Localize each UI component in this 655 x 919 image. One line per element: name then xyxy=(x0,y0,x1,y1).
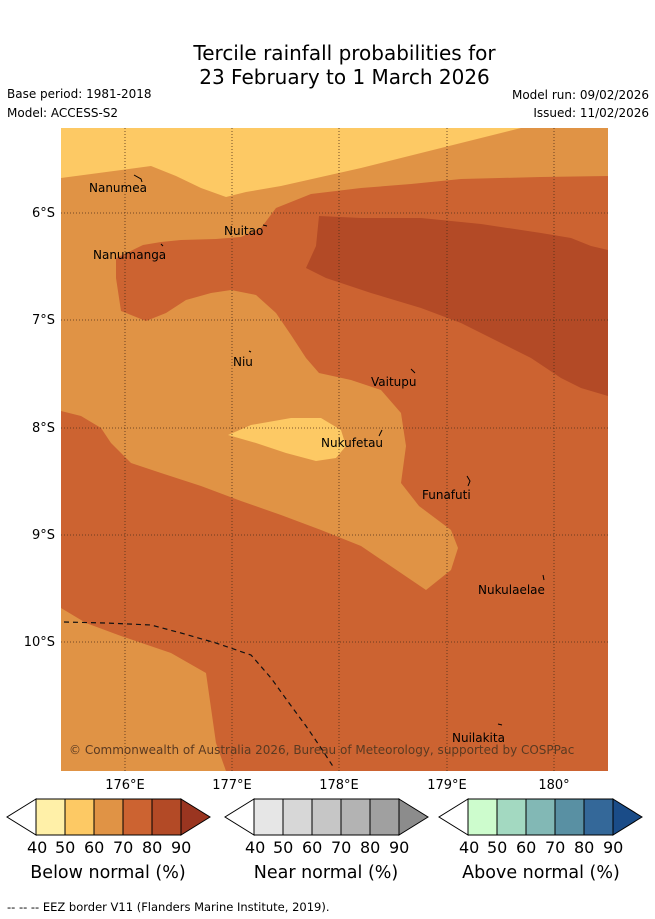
eez-footnote: -- -- -- EEZ border V11 (Flanders Marine… xyxy=(7,900,330,914)
nuilakita-island-shape xyxy=(497,723,503,726)
copyright-notice: © Commonwealth of Australia 2026, Bureau… xyxy=(69,743,575,757)
cb-near-tick-80: 80 xyxy=(360,838,381,857)
lat-label-8s: 8°S xyxy=(31,421,55,436)
colorbar-below-normal xyxy=(6,798,211,836)
island-label-nuilakita: Nuilakita xyxy=(452,731,505,745)
cb-near-seg-0 xyxy=(224,798,255,836)
base-period-label: Base period: 1981-2018 xyxy=(7,87,152,101)
lon-label-178e: 178°E xyxy=(319,778,359,793)
cb-below-tick-40: 40 xyxy=(27,838,48,857)
island-label-vaitupu: Vaitupu xyxy=(371,375,417,389)
region-80-90 xyxy=(306,216,608,396)
cb-above-seg-5 xyxy=(583,798,614,836)
cb-near-seg-1 xyxy=(253,798,284,836)
island-label-nanumanga: Nanumanga xyxy=(93,248,167,262)
lat-label-6s: 6°S xyxy=(31,206,55,221)
cb-above-seg-3 xyxy=(525,798,556,836)
nukufetau-island-shape xyxy=(378,429,383,437)
nukulaelae-island-shape xyxy=(542,574,545,581)
cb-near-tick-90: 90 xyxy=(389,838,410,857)
cb-near-tick-60: 60 xyxy=(302,838,323,857)
island-label-nukulaelae: Nukulaelae xyxy=(478,583,545,597)
cb-below-seg-4 xyxy=(122,798,153,836)
lon-label-177e: 177°E xyxy=(212,778,252,793)
issued-label: Issued: 11/02/2026 xyxy=(533,106,649,120)
cb-above-seg-2 xyxy=(496,798,527,836)
cb-below-tick-50: 50 xyxy=(55,838,76,857)
niu-island-shape xyxy=(248,350,252,353)
lat-label-10s: 10°S xyxy=(23,635,55,650)
cb-above-seg-1 xyxy=(467,798,498,836)
lat-gridlines xyxy=(61,212,608,643)
cb-below-seg-1 xyxy=(35,798,66,836)
model-run-label: Model run: 09/02/2026 xyxy=(511,88,649,102)
nanumanga-island-shape xyxy=(160,243,164,247)
island-label-nuitao: Nuitao xyxy=(224,224,264,238)
cb-near-seg-5 xyxy=(369,798,400,836)
lat-label-7s: 7°S xyxy=(31,313,55,328)
cb-below-tick-70: 70 xyxy=(113,838,134,857)
model-label: Model: ACCESS-S2 xyxy=(7,106,119,120)
island-label-niu: Niu xyxy=(233,355,253,369)
eez-border-line xyxy=(63,621,335,769)
map-title-line1: Tercile rainfall probabilities for xyxy=(193,41,496,65)
region-50-60-central xyxy=(228,418,346,461)
funafuti-island-shape xyxy=(466,475,471,487)
cb-above-tick-40: 40 xyxy=(459,838,480,857)
lon-gridlines xyxy=(124,128,555,771)
cb-near-seg-3 xyxy=(311,798,342,836)
cb-near-title: Near normal (%) xyxy=(253,863,399,883)
nuitao-island-shape xyxy=(262,224,268,227)
region-50-60-north xyxy=(61,128,521,197)
cb-near-seg-4 xyxy=(340,798,371,836)
cb-below-title: Below normal (%) xyxy=(30,863,186,883)
cb-above-seg-6 xyxy=(612,798,643,836)
cb-near-seg-6 xyxy=(398,798,429,836)
cb-above-tick-60: 60 xyxy=(516,838,537,857)
lon-label-176e: 176°E xyxy=(105,778,145,793)
cb-near-tick-50: 50 xyxy=(273,838,294,857)
rainfall-probability-map xyxy=(61,128,608,771)
cb-above-tick-70: 70 xyxy=(545,838,566,857)
cb-below-tick-60: 60 xyxy=(84,838,105,857)
cb-below-tick-80: 80 xyxy=(142,838,163,857)
island-label-nanumea: Nanumea xyxy=(89,181,147,195)
cb-below-seg-0 xyxy=(6,798,37,836)
cb-below-tick-90: 90 xyxy=(171,838,192,857)
cb-below-seg-2 xyxy=(64,798,95,836)
cb-above-title: Above normal (%) xyxy=(462,863,620,883)
cb-below-seg-5 xyxy=(151,798,182,836)
cb-near-tick-40: 40 xyxy=(245,838,266,857)
cb-above-seg-0 xyxy=(438,798,469,836)
colorbar-near-normal xyxy=(224,798,429,836)
lat-label-9s: 9°S xyxy=(31,528,55,543)
cb-below-seg-6 xyxy=(180,798,211,836)
vaitupu-island-shape xyxy=(410,368,416,374)
cb-above-seg-4 xyxy=(554,798,585,836)
island-label-funafuti: Funafuti xyxy=(422,488,471,502)
cb-near-tick-70: 70 xyxy=(331,838,352,857)
nanumea-island-shape xyxy=(133,174,143,183)
cb-below-seg-3 xyxy=(93,798,124,836)
lon-label-180: 180° xyxy=(538,778,570,793)
cb-above-tick-90: 90 xyxy=(603,838,624,857)
map-title-line2: 23 February to 1 March 2026 xyxy=(199,65,490,89)
cb-above-tick-50: 50 xyxy=(487,838,508,857)
island-label-nukufetau: Nukufetau xyxy=(321,436,384,450)
cb-near-seg-2 xyxy=(282,798,313,836)
lon-label-179e: 179°E xyxy=(427,778,467,793)
cb-above-tick-80: 80 xyxy=(574,838,595,857)
colorbar-above-normal xyxy=(438,798,643,836)
